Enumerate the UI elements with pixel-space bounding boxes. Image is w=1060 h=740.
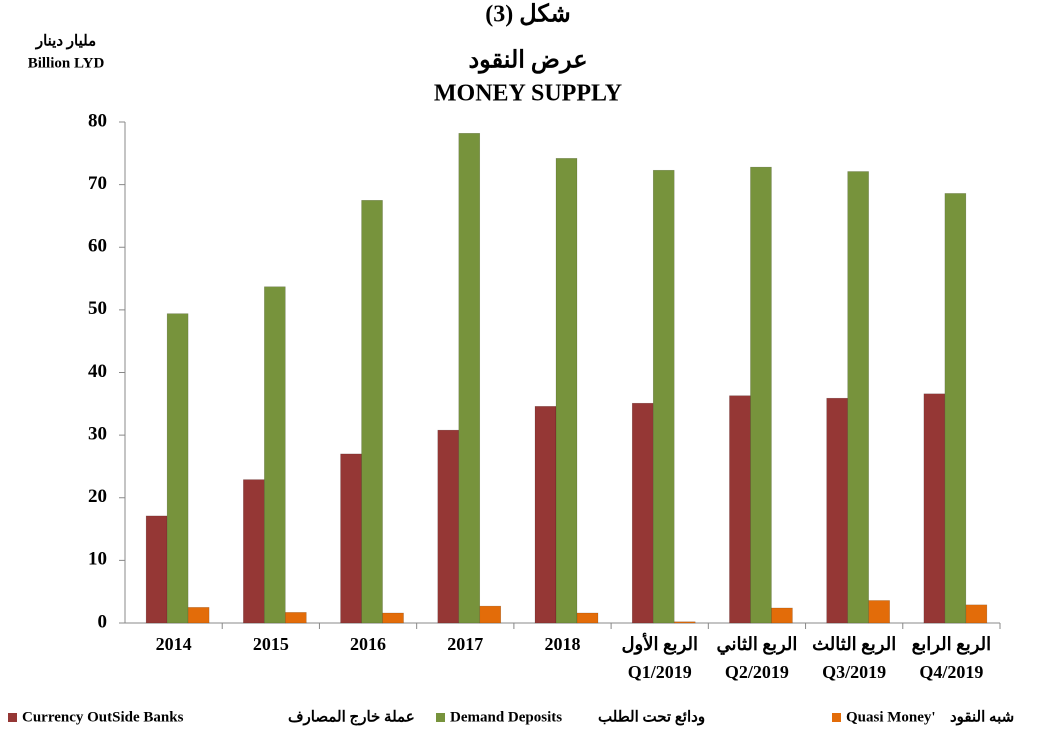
bar bbox=[382, 612, 404, 624]
bar bbox=[340, 453, 362, 624]
bar bbox=[458, 133, 481, 624]
legend-swatch bbox=[436, 713, 445, 722]
chart-title: عرض النقود bbox=[468, 48, 587, 75]
bar bbox=[868, 600, 890, 624]
chart-title: MONEY SUPPLY bbox=[434, 81, 622, 107]
bar bbox=[361, 200, 383, 624]
bar bbox=[750, 166, 772, 624]
x-tick-label: الربع الرابع bbox=[912, 634, 992, 655]
x-tick-label: Q3/2019 bbox=[822, 662, 886, 682]
y-tick-label: 40 bbox=[88, 361, 107, 382]
bar bbox=[555, 158, 578, 624]
x-tick-label: 2014 bbox=[156, 634, 192, 654]
x-tick-label: الربع الثاني bbox=[716, 634, 797, 655]
bar bbox=[729, 395, 751, 624]
y-tick-label: 0 bbox=[98, 611, 108, 632]
bar bbox=[145, 515, 168, 624]
legend-swatch bbox=[832, 713, 841, 722]
x-tick-label: الربع الأول bbox=[621, 632, 698, 655]
x-tick-label: الربع الثالث bbox=[812, 634, 896, 655]
y-tick-label: 80 bbox=[88, 110, 107, 131]
bar bbox=[923, 393, 946, 624]
bar bbox=[479, 605, 502, 624]
y-tick-label: 10 bbox=[88, 549, 107, 570]
legend-label: Demand Deposits bbox=[450, 709, 562, 725]
legend-label: شبه النقود bbox=[950, 709, 1014, 725]
bar bbox=[965, 604, 988, 624]
y-tick-label: 60 bbox=[88, 236, 107, 257]
bar bbox=[771, 607, 793, 624]
x-tick-label: 2015 bbox=[253, 634, 289, 654]
bar bbox=[264, 286, 286, 624]
legend-swatch bbox=[8, 713, 17, 722]
unit-label: Billion LYD bbox=[28, 55, 105, 71]
y-tick-label: 20 bbox=[88, 486, 107, 507]
unit-label: مليار دينار bbox=[35, 33, 96, 49]
bar bbox=[166, 313, 189, 624]
bar bbox=[944, 193, 967, 624]
bar bbox=[631, 402, 654, 624]
bar bbox=[673, 621, 696, 624]
x-tick-label: Q1/2019 bbox=[628, 662, 692, 682]
y-tick-label: 50 bbox=[88, 298, 107, 319]
legend-label: Currency OutSide Banks bbox=[22, 709, 184, 725]
x-tick-label: 2016 bbox=[350, 634, 386, 654]
bar bbox=[243, 479, 265, 624]
y-tick-label: 30 bbox=[88, 423, 107, 444]
y-tick-label: 70 bbox=[88, 173, 107, 194]
bar bbox=[187, 607, 210, 624]
bar bbox=[437, 429, 460, 624]
bar bbox=[847, 171, 869, 624]
bar bbox=[285, 612, 307, 624]
legend-label: ودائع تحت الطلب bbox=[598, 709, 705, 725]
x-tick-label: Q2/2019 bbox=[725, 662, 789, 682]
bar bbox=[534, 406, 557, 624]
legend-label: عملة خارج المصارف bbox=[288, 709, 415, 725]
x-tick-label: 2017 bbox=[447, 634, 483, 654]
x-tick-label: 2018 bbox=[545, 634, 581, 654]
x-tick-label: Q4/2019 bbox=[919, 662, 983, 682]
bar bbox=[652, 169, 675, 624]
chart-title: شكل (3) bbox=[485, 2, 571, 28]
bar bbox=[826, 397, 848, 624]
bar bbox=[576, 612, 599, 624]
legend-label: Quasi Money' bbox=[846, 709, 936, 725]
